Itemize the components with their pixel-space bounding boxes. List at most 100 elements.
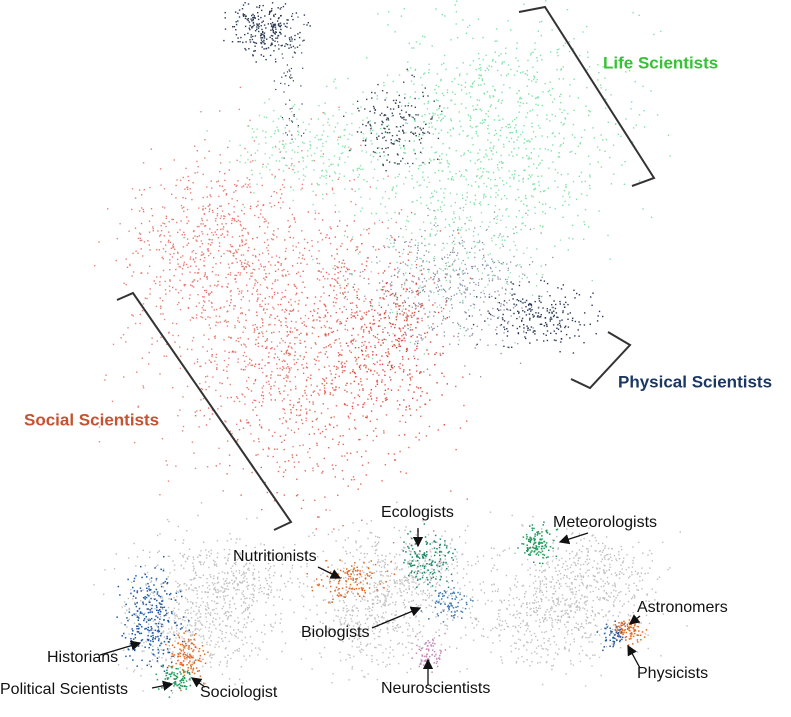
- dot: [387, 147, 389, 149]
- dot: [365, 139, 367, 141]
- dot: [291, 454, 293, 456]
- dot: [140, 222, 143, 225]
- dot: [339, 353, 341, 356]
- dot: [299, 339, 301, 342]
- dot: [304, 389, 306, 392]
- dot: [365, 151, 368, 153]
- dot: [353, 478, 355, 481]
- dot: [387, 453, 390, 455]
- dot: [337, 163, 339, 166]
- dot: [564, 296, 566, 298]
- dot: [219, 217, 222, 219]
- dot: [488, 226, 490, 228]
- dot: [202, 208, 204, 210]
- dot: [279, 197, 282, 199]
- dot: [292, 18, 294, 21]
- dot: [429, 399, 431, 401]
- dot: [309, 409, 311, 411]
- dot: [286, 363, 289, 365]
- dot: [472, 278, 474, 280]
- dot: [526, 112, 529, 114]
- dot: [418, 133, 421, 136]
- dot: [368, 356, 370, 358]
- dot: [529, 110, 531, 112]
- dot: [346, 285, 348, 287]
- dot: [404, 97, 406, 99]
- dot: [404, 163, 407, 165]
- dot: [476, 296, 478, 298]
- dot: [352, 370, 354, 373]
- dot: [270, 34, 273, 37]
- dot: [361, 345, 363, 347]
- dot: [288, 354, 290, 357]
- dot: [420, 387, 422, 389]
- dot: [242, 203, 244, 206]
- dot: [327, 118, 330, 120]
- dot: [190, 192, 192, 194]
- dot: [404, 105, 407, 107]
- dot: [335, 386, 337, 388]
- dot: [301, 257, 304, 260]
- dot: [216, 229, 218, 231]
- dot: [405, 111, 407, 113]
- dot: [167, 576, 169, 578]
- dot: [378, 302, 380, 304]
- dot: [403, 248, 405, 251]
- dot: [223, 306, 225, 308]
- dot: [442, 319, 444, 321]
- dot: [220, 228, 222, 231]
- dot: [462, 209, 464, 212]
- dot: [317, 335, 320, 338]
- dot: [149, 293, 151, 295]
- dot: [469, 293, 471, 295]
- dot: [423, 132, 425, 134]
- dot: [278, 387, 280, 390]
- dot: [528, 165, 530, 168]
- dot: [343, 266, 345, 268]
- dot: [297, 242, 300, 244]
- dot: [325, 271, 328, 274]
- dot: [422, 338, 424, 340]
- dot: [344, 366, 346, 368]
- dot: [402, 314, 404, 316]
- dot: [277, 268, 280, 271]
- dot: [523, 3, 525, 5]
- dot: [362, 415, 364, 417]
- dot: [531, 309, 533, 311]
- dot: [363, 269, 366, 271]
- dot: [141, 194, 143, 196]
- dot: [490, 141, 492, 144]
- dot: [322, 268, 324, 270]
- dot: [346, 391, 348, 393]
- dot: [321, 219, 324, 221]
- dot: [519, 98, 521, 100]
- dot: [225, 193, 228, 195]
- dot: [560, 288, 563, 290]
- dot: [496, 308, 499, 310]
- dot: [399, 345, 401, 347]
- dot: [296, 329, 299, 331]
- dot: [586, 86, 588, 89]
- dot: [252, 17, 254, 19]
- dot: [257, 15, 259, 17]
- dot: [213, 336, 216, 338]
- dot: [411, 292, 413, 294]
- dot: [318, 270, 320, 272]
- dot: [261, 331, 263, 333]
- dot: [409, 114, 411, 116]
- dot: [247, 607, 249, 609]
- dot: [409, 287, 411, 289]
- dot: [277, 261, 280, 263]
- dot: [191, 340, 194, 342]
- dot: [283, 157, 285, 159]
- dot: [549, 206, 551, 209]
- dot: [528, 78, 530, 81]
- dot: [382, 369, 384, 371]
- dot: [239, 274, 241, 276]
- dot: [381, 289, 383, 291]
- dot: [538, 316, 540, 318]
- dot: [444, 188, 446, 190]
- dot: [172, 245, 174, 247]
- dot: [524, 336, 526, 338]
- dot: [419, 285, 421, 287]
